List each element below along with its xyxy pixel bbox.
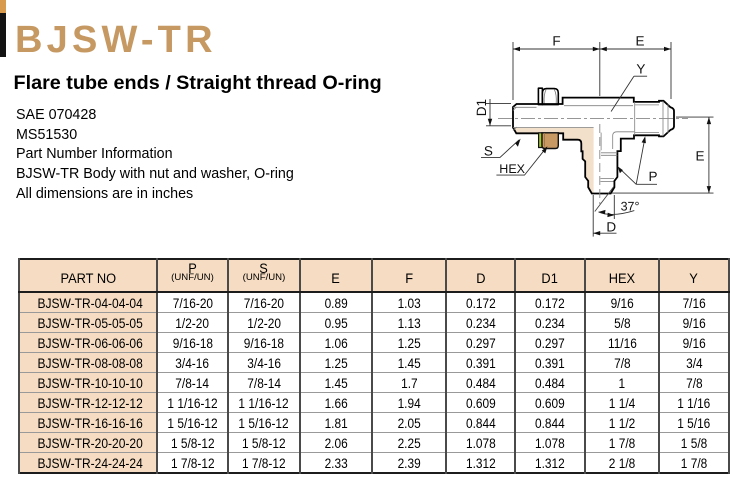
svg-text:E: E <box>635 34 644 49</box>
svg-text:D: D <box>606 219 616 234</box>
svg-text:P: P <box>649 169 658 184</box>
svg-text:HEX: HEX <box>499 162 525 176</box>
svg-text:F: F <box>552 34 560 49</box>
svg-text:S: S <box>484 143 493 158</box>
svg-text:D1: D1 <box>474 99 489 116</box>
svg-text:E: E <box>695 149 704 164</box>
svg-text:37°: 37° <box>621 200 640 214</box>
svg-text:Y: Y <box>636 62 645 77</box>
